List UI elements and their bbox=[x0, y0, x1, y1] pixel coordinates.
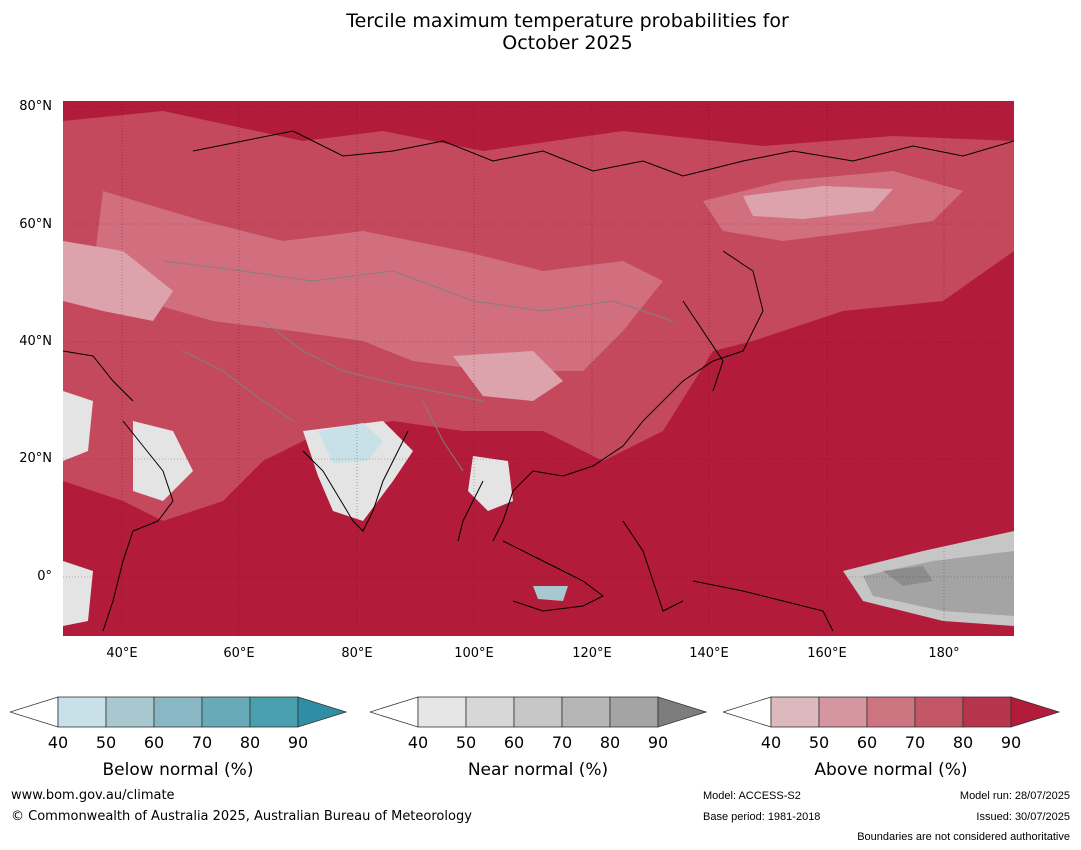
gridlines bbox=[63, 101, 1014, 636]
pacific-near-normal-core bbox=[883, 566, 933, 586]
siberia-region-pale bbox=[743, 186, 893, 219]
colorbar-below-segment bbox=[57, 696, 107, 728]
colorbar-below-tick: 70 bbox=[191, 733, 213, 752]
lon-label-60e: 60°E bbox=[223, 646, 255, 661]
lat-label-0: 0° bbox=[37, 569, 52, 584]
colorbar-near-tick: 60 bbox=[503, 733, 525, 752]
arabia-near-normal bbox=[133, 421, 193, 501]
country-borders bbox=[162, 260, 674, 472]
colorbar-above-tick: 80 bbox=[952, 733, 974, 752]
china-region-pale bbox=[453, 351, 563, 401]
colorbar-above-tick: 70 bbox=[904, 733, 926, 752]
model-text: Model: ACCESS-S2 bbox=[703, 790, 801, 802]
disclaimer-text: Boundaries are not considered authoritat… bbox=[857, 831, 1070, 843]
model-run-text: Model run: 28/07/2025 bbox=[959, 790, 1070, 802]
colorbar-below-lower-extend bbox=[10, 696, 59, 728]
lon-label-80e: 80°E bbox=[341, 646, 373, 661]
lat-label-20n: 20°N bbox=[19, 451, 52, 466]
colorbar-below-tick: 50 bbox=[95, 733, 117, 752]
colorbar-above-tick: 90 bbox=[1000, 733, 1022, 752]
chart-title: Tercile maximum temperature probabilitie… bbox=[0, 10, 1081, 54]
land-region-light bbox=[93, 191, 663, 371]
website-link[interactable]: www.bom.gov.au/climate bbox=[11, 788, 175, 803]
colorbar-below-label: Below normal (%) bbox=[102, 760, 254, 780]
colorbar-above-segment bbox=[914, 696, 964, 728]
lon-label-120e: 120°E bbox=[572, 646, 612, 661]
lon-label-160e: 160°E bbox=[807, 646, 847, 661]
issued-text: Issued: 30/07/2025 bbox=[976, 811, 1070, 823]
lat-label-80n: 80°N bbox=[19, 99, 52, 114]
title-line-1: Tercile maximum temperature probabilitie… bbox=[346, 10, 789, 32]
title-line-2: October 2025 bbox=[502, 32, 633, 54]
colorbar-below-segments bbox=[57, 696, 299, 728]
coastlines bbox=[63, 130, 1014, 632]
lat-label-40n: 40°N bbox=[19, 334, 52, 349]
colorbar-above-label: Above normal (%) bbox=[814, 760, 968, 780]
map-svg bbox=[63, 101, 1014, 636]
colorbar-above-tick: 50 bbox=[808, 733, 830, 752]
lon-label-100e: 100°E bbox=[454, 646, 494, 661]
colorbar-near-segment bbox=[513, 696, 563, 728]
colorbar-near-tick: 50 bbox=[455, 733, 477, 752]
colorbar-near-normal bbox=[370, 696, 708, 728]
colorbar-above-segment bbox=[962, 696, 1012, 728]
colorbar-near-tick: 80 bbox=[599, 733, 621, 752]
colorbar-near-upper-extend bbox=[657, 696, 708, 728]
lat-label-60n: 60°N bbox=[19, 217, 52, 232]
colorbar-above-lower-extend bbox=[723, 696, 772, 728]
colorbar-above-normal bbox=[723, 696, 1061, 728]
east-africa-near-normal bbox=[63, 561, 93, 626]
colorbar-below-segment bbox=[201, 696, 251, 728]
colorbar-below-tick: 90 bbox=[287, 733, 309, 752]
forecast-map bbox=[63, 101, 1014, 636]
colorbar-above-tick: 60 bbox=[856, 733, 878, 752]
colorbar-above-segment bbox=[818, 696, 868, 728]
colorbar-below-tick: 80 bbox=[239, 733, 261, 752]
pacific-near-normal-inner bbox=[863, 551, 1014, 616]
colorbar-above-segment bbox=[866, 696, 916, 728]
colorbar-below-upper-extend bbox=[297, 696, 348, 728]
colorbar-near-tick: 40 bbox=[407, 733, 429, 752]
lon-label-40e: 40°E bbox=[106, 646, 138, 661]
west-region-pale bbox=[63, 241, 173, 321]
colorbar-near-segment bbox=[417, 696, 467, 728]
indochina-near-normal bbox=[468, 456, 513, 511]
colorbar-near-segment bbox=[561, 696, 611, 728]
colorbar-below-tick: 40 bbox=[47, 733, 69, 752]
colorbar-below-segment bbox=[105, 696, 155, 728]
copyright-text: © Commonwealth of Australia 2025, Austra… bbox=[11, 809, 472, 824]
lon-label-140e: 140°E bbox=[689, 646, 729, 661]
colorbar-below-normal bbox=[10, 696, 348, 728]
colorbar-near-lower-extend bbox=[370, 696, 419, 728]
colorbar-below-segment bbox=[249, 696, 299, 728]
colorbar-below-segment bbox=[153, 696, 203, 728]
colorbar-near-tick: 90 bbox=[647, 733, 669, 752]
colorbar-above-upper-extend bbox=[1010, 696, 1061, 728]
colorbar-above-segments bbox=[770, 696, 1012, 728]
base-period-text: Base period: 1981-2018 bbox=[703, 811, 821, 823]
colorbar-below-tick: 60 bbox=[143, 733, 165, 752]
colorbar-above-tick: 40 bbox=[760, 733, 782, 752]
africa-near-normal bbox=[63, 391, 93, 461]
colorbar-near-label: Near normal (%) bbox=[467, 760, 609, 780]
colorbar-above-segment bbox=[770, 696, 820, 728]
colorbar-near-tick: 70 bbox=[551, 733, 573, 752]
colorbar-near-segment bbox=[465, 696, 515, 728]
lon-label-180: 180° bbox=[928, 646, 960, 661]
india-below-normal bbox=[318, 423, 383, 463]
borneo-below-normal bbox=[533, 586, 568, 601]
colorbar-near-segment bbox=[609, 696, 659, 728]
colorbar-near-segments bbox=[417, 696, 659, 728]
